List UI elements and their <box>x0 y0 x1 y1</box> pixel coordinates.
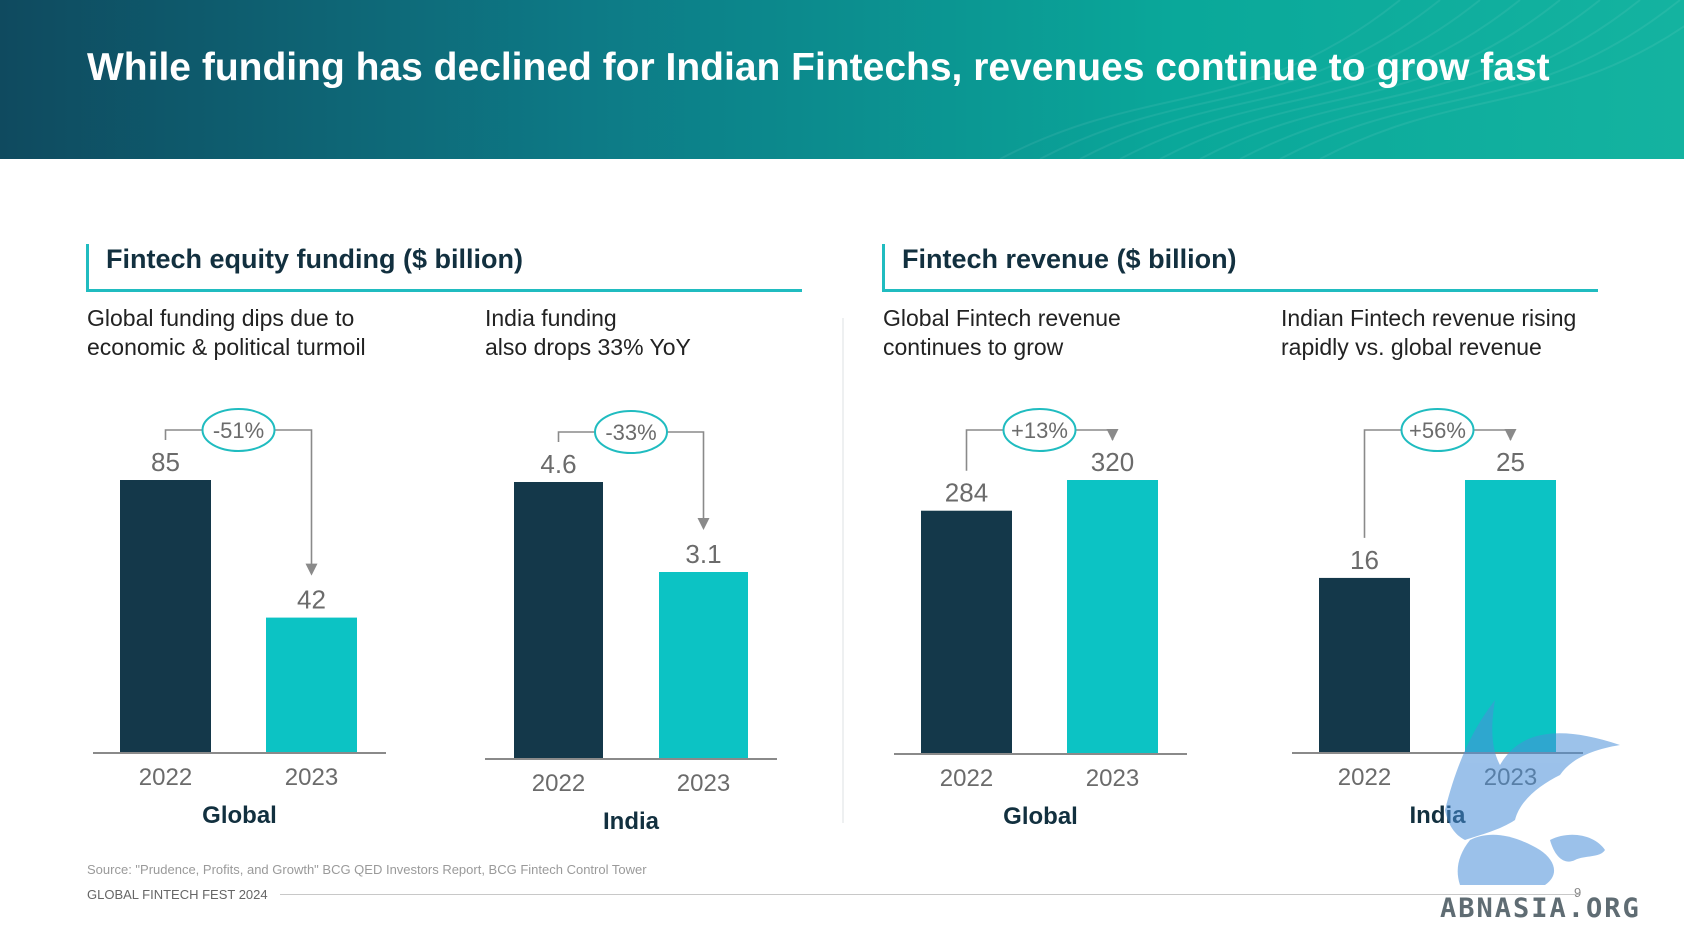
arrow-head-icon <box>1106 429 1119 441</box>
change-percent-label: -51% <box>213 418 264 443</box>
bar-value-label: 85 <box>151 447 180 477</box>
change-percent-label: -33% <box>605 420 656 445</box>
bar-india-2023 <box>1465 480 1556 752</box>
arrow-head-icon <box>1504 429 1517 441</box>
page-number: 9 <box>1574 885 1582 900</box>
x-tick-label: 2023 <box>285 764 338 791</box>
wave-pattern <box>999 0 1684 159</box>
bar-value-label: 3.1 <box>685 539 721 569</box>
bar-value-label: 4.6 <box>540 449 576 479</box>
bar-global-2023 <box>266 617 357 752</box>
arrow-head-icon <box>697 518 710 530</box>
x-tick-label: 2022 <box>532 770 585 797</box>
x-tick-label: 2022 <box>940 765 993 792</box>
bar-india-2022 <box>514 482 603 758</box>
subtitle-global-revenue: Global Fintech revenue continues to grow <box>883 304 1121 362</box>
subtitle-line: Global Fintech revenue <box>883 305 1121 331</box>
group-label: India <box>603 808 660 835</box>
subtitle-line: economic & political turmoil <box>87 334 366 360</box>
change-badge <box>1002 408 1077 452</box>
bar-value-label: 25 <box>1496 447 1525 477</box>
arrow-head-icon <box>305 563 318 576</box>
group-label: Global <box>1003 803 1078 830</box>
change-badge <box>201 408 276 452</box>
section-heading-revenue: Fintech revenue ($ billion) <box>882 244 1598 292</box>
x-tick-label: 2023 <box>677 770 730 797</box>
bar-value-label: 320 <box>1091 447 1134 477</box>
subtitle-india-revenue: Indian Fintech revenue rising rapidly vs… <box>1281 304 1576 362</box>
bar-global-2023 <box>1067 480 1158 753</box>
x-tick-label: 2023 <box>1086 765 1139 792</box>
source-note: Source: "Prudence, Profits, and Growth" … <box>87 862 647 877</box>
section-heading-funding-text: Fintech equity funding ($ billion) <box>106 244 523 274</box>
page-title: While funding has declined for Indian Fi… <box>87 46 1550 89</box>
footer-event-name: GLOBAL FINTECH FEST 2024 <box>87 887 268 902</box>
x-tick-label: 2022 <box>1338 764 1391 791</box>
bar-india-2022 <box>1319 577 1410 752</box>
x-tick-label: 2022 <box>139 764 192 791</box>
section-divider <box>842 318 844 823</box>
subtitle-global-funding: Global funding dips due to economic & po… <box>87 304 366 362</box>
change-badge <box>1400 408 1475 452</box>
subtitle-line: Global funding dips due to <box>87 305 355 331</box>
bar-global-2022 <box>120 480 211 752</box>
watermark-text: ABNASIA.ORG <box>1440 893 1641 924</box>
subtitle-line: rapidly vs. global revenue <box>1281 334 1542 360</box>
griffin-logo-icon <box>1445 700 1620 885</box>
subtitle-line: continues to grow <box>883 334 1064 360</box>
bar-value-label: 16 <box>1350 545 1379 575</box>
subtitle-india-funding: India funding also drops 33% YoY <box>485 304 691 362</box>
subtitle-line: also drops 33% YoY <box>485 334 691 360</box>
section-heading-revenue-text: Fintech revenue ($ billion) <box>902 244 1237 274</box>
bar-india-2023 <box>659 572 748 758</box>
title-banner: While funding has declined for Indian Fi… <box>0 0 1684 159</box>
group-label: Global <box>202 802 277 829</box>
bar-value-label: 284 <box>945 478 988 508</box>
bar-global-2022 <box>921 510 1012 753</box>
bar-value-label: 42 <box>297 585 326 615</box>
change-percent-label: +13% <box>1011 418 1068 443</box>
change-badge <box>594 410 668 454</box>
footer-rule <box>280 894 1580 895</box>
section-heading-funding: Fintech equity funding ($ billion) <box>86 244 802 292</box>
change-percent-label: +56% <box>1409 418 1466 443</box>
subtitle-line: India funding <box>485 305 617 331</box>
subtitle-line: Indian Fintech revenue rising <box>1281 305 1577 331</box>
